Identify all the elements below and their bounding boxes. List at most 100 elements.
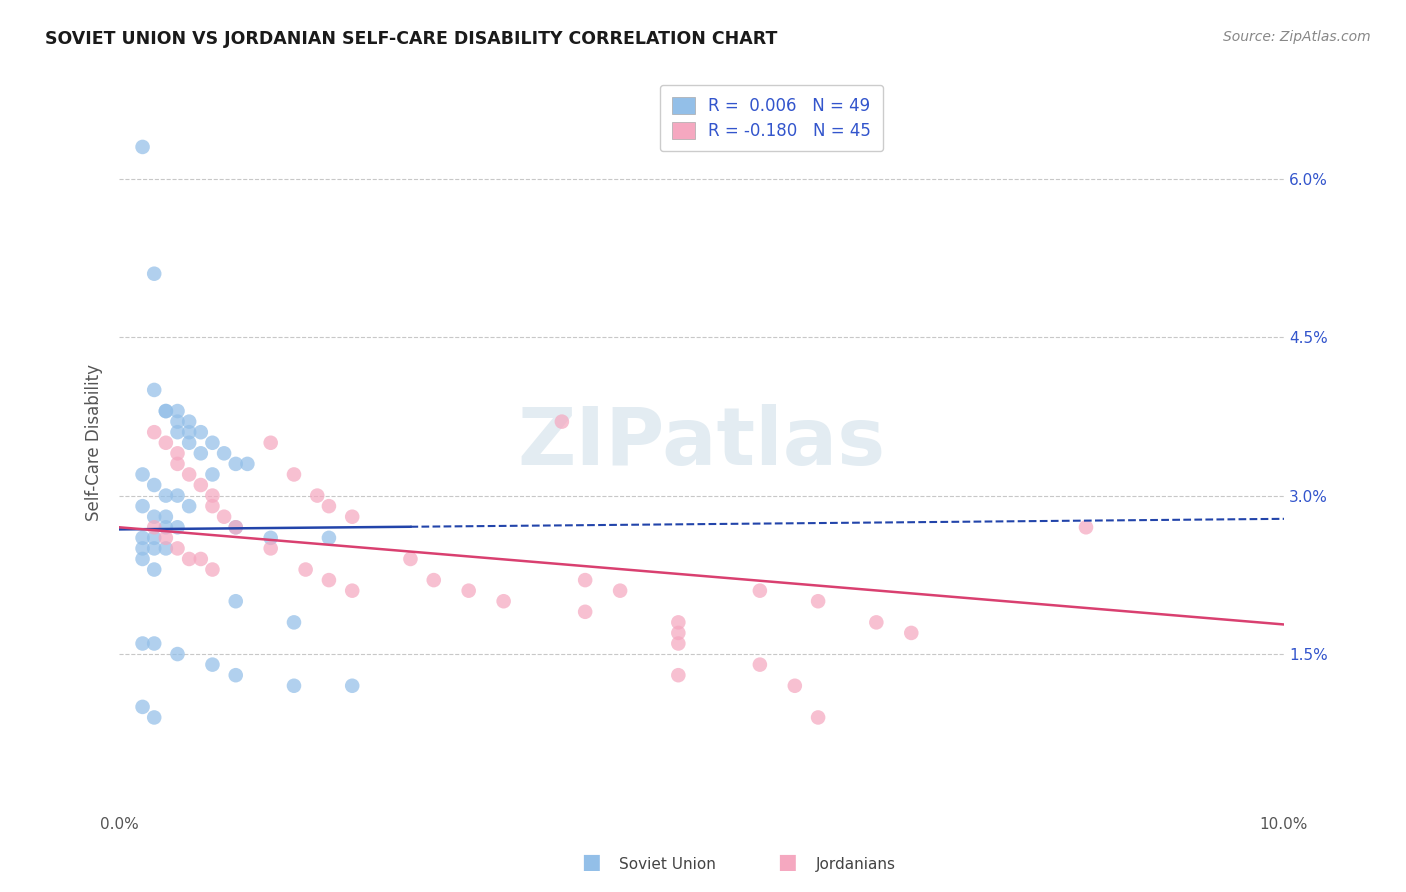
Point (260, 531, 283, 545)
Point (422, 573, 444, 587)
Point (179, 425, 201, 440)
Point (166, 457, 188, 471)
Point (143, 636, 166, 650)
Point (179, 415, 201, 429)
Point (155, 509, 177, 524)
Point (143, 383, 166, 397)
Point (307, 489, 329, 503)
Point (131, 541, 153, 556)
Point (131, 531, 153, 545)
Point (179, 467, 201, 482)
Point (190, 478, 212, 492)
Point (166, 446, 188, 460)
Point (609, 583, 631, 598)
Text: Jordanians: Jordanians (815, 857, 896, 872)
Point (179, 499, 201, 513)
Point (666, 668, 689, 682)
Point (155, 404, 177, 418)
Point (294, 562, 316, 576)
Point (225, 594, 247, 608)
Point (155, 489, 177, 503)
Point (807, 594, 830, 608)
Point (155, 435, 177, 450)
Point (457, 583, 479, 598)
Text: Source: ZipAtlas.com: Source: ZipAtlas.com (1223, 30, 1371, 45)
Point (1074, 520, 1097, 534)
Point (166, 647, 188, 661)
Point (318, 573, 340, 587)
Point (318, 531, 340, 545)
Point (166, 541, 188, 556)
Point (283, 467, 305, 482)
Text: SOVIET UNION VS JORDANIAN SELF-CARE DISABILITY CORRELATION CHART: SOVIET UNION VS JORDANIAN SELF-CARE DISA… (45, 30, 778, 48)
Point (399, 552, 422, 566)
Text: Soviet Union: Soviet Union (619, 857, 716, 872)
Point (212, 446, 235, 460)
Point (179, 552, 201, 566)
Point (131, 467, 153, 482)
Point (143, 710, 166, 724)
Legend: R =  0.006   N = 49, R = -0.180   N = 45: R = 0.006 N = 49, R = -0.180 N = 45 (659, 85, 883, 152)
Point (201, 499, 224, 513)
Point (190, 552, 212, 566)
Point (342, 679, 364, 693)
Point (260, 435, 283, 450)
Point (143, 478, 166, 492)
Point (131, 499, 153, 513)
Point (318, 499, 340, 513)
Point (190, 425, 212, 440)
Point (225, 520, 247, 534)
Point (143, 541, 166, 556)
Point (166, 520, 188, 534)
Point (666, 636, 689, 650)
Point (666, 615, 689, 630)
Point (155, 520, 177, 534)
Point (236, 457, 259, 471)
Point (143, 531, 166, 545)
Point (807, 710, 830, 724)
Point (574, 573, 596, 587)
Y-axis label: Self-Care Disability: Self-Care Disability (86, 364, 103, 521)
Point (283, 615, 305, 630)
Point (143, 520, 166, 534)
Point (155, 541, 177, 556)
Point (166, 425, 188, 440)
Point (492, 594, 515, 608)
Point (260, 541, 283, 556)
Point (225, 457, 247, 471)
Point (143, 425, 166, 440)
Point (212, 509, 235, 524)
Point (166, 415, 188, 429)
Point (143, 562, 166, 576)
Point (283, 679, 305, 693)
Point (131, 636, 153, 650)
Point (748, 583, 770, 598)
Point (155, 404, 177, 418)
Point (666, 626, 689, 640)
Point (342, 583, 364, 598)
Point (155, 531, 177, 545)
Text: ■: ■ (778, 853, 797, 872)
Point (143, 509, 166, 524)
Point (900, 626, 922, 640)
Point (131, 699, 153, 714)
Point (201, 657, 224, 672)
Point (551, 415, 574, 429)
Point (131, 140, 153, 154)
Point (783, 679, 806, 693)
Point (201, 489, 224, 503)
Point (574, 605, 596, 619)
Point (748, 657, 770, 672)
Point (166, 404, 188, 418)
Point (143, 267, 166, 281)
Point (190, 446, 212, 460)
Point (225, 668, 247, 682)
Point (131, 552, 153, 566)
Point (342, 509, 364, 524)
Text: ZIPatlas: ZIPatlas (517, 404, 886, 482)
Point (179, 435, 201, 450)
Point (166, 489, 188, 503)
Point (201, 435, 224, 450)
Point (865, 615, 887, 630)
Text: ■: ■ (581, 853, 600, 872)
